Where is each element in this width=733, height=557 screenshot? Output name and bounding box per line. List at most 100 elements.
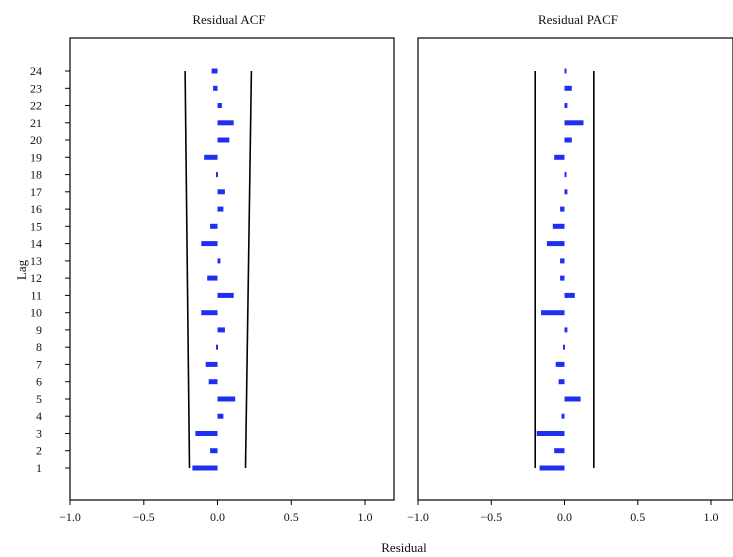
acf-panel: Residual ACF −1.0 −0.5 0.0 0.5 1.0 123456789… <box>30 12 395 524</box>
y-tick-label: 9 <box>36 323 42 337</box>
pacf-bar-lag-23 <box>564 85 572 91</box>
y-tick-label: 24 <box>30 64 42 78</box>
pacf-x-tick-label: 0.5 <box>630 510 645 524</box>
y-tick-label: 7 <box>36 357 42 371</box>
y-tick-label: 15 <box>30 219 42 233</box>
pacf-x-tick-label: −0.5 <box>480 510 502 524</box>
acf-bar-lag-14 <box>201 241 218 247</box>
y-tick-label: 2 <box>36 444 42 458</box>
pacf-bar-lag-17 <box>564 189 568 195</box>
y-tick-label: 23 <box>30 81 42 95</box>
acf-bar-lag-2 <box>210 448 218 454</box>
pacf-bar-lag-7 <box>555 361 565 367</box>
pacf-bar-lag-3 <box>536 431 565 436</box>
pacf-bar-lag-6 <box>558 379 565 385</box>
pacf-bars <box>536 68 584 471</box>
y-tick-label: 12 <box>30 271 42 285</box>
acf-bar-lag-9 <box>217 327 225 333</box>
y-tick-label: 5 <box>36 392 42 406</box>
y-tick-label: 11 <box>30 288 42 302</box>
acf-bar-lag-15 <box>210 223 218 229</box>
pacf-bar-lag-4 <box>561 413 565 419</box>
acf-bar-lag-6 <box>208 379 218 385</box>
acf-bar-lag-16 <box>217 206 224 212</box>
acf-x-ticks: −1.0 −0.5 0.0 0.5 1.0 <box>59 500 373 524</box>
pacf-x-ticks: −1.0 −0.5 0.0 0.5 1.0 <box>407 500 719 524</box>
pacf-bar-lag-24 <box>564 68 567 74</box>
acf-x-tick-label: 1.0 <box>358 510 373 524</box>
pacf-x-tick-label: 1.0 <box>704 510 719 524</box>
acf-x-tick-label: 0.5 <box>284 510 299 524</box>
pacf-bar-lag-12 <box>560 275 565 281</box>
acf-bar-lag-22 <box>217 103 222 108</box>
acf-bar-lag-17 <box>217 189 225 195</box>
x-axis-label: Residual <box>381 540 427 555</box>
acf-confidence-bands <box>184 70 253 469</box>
y-tick-label: 13 <box>30 254 42 268</box>
acf-x-tick-label: −1.0 <box>59 510 81 524</box>
y-tick-label: 3 <box>36 427 42 441</box>
y-tick-label: 18 <box>30 168 42 182</box>
acf-bar-lag-21 <box>217 120 234 126</box>
pacf-bar-lag-16 <box>560 206 565 212</box>
acf-bar-lag-5 <box>217 396 236 402</box>
pacf-x-tick-label: 0.0 <box>557 510 572 524</box>
acf-bar-lag-23 <box>213 85 218 91</box>
y-axis-label: Lag <box>14 259 29 280</box>
pacf-bar-lag-9 <box>564 327 568 333</box>
acf-bar-lag-11 <box>217 292 234 298</box>
y-tick-label: 4 <box>36 409 42 423</box>
pacf-x-tick-label: −1.0 <box>407 510 429 524</box>
y-tick-label: 21 <box>30 116 42 130</box>
pacf-bar-lag-18 <box>564 172 567 178</box>
acf-title: Residual ACF <box>192 12 265 27</box>
pacf-confidence-bands <box>534 71 595 468</box>
pacf-bar-lag-14 <box>546 241 565 247</box>
acf-confidence-upper <box>244 70 253 469</box>
acf-bar-lag-19 <box>204 154 218 160</box>
acf-plot-frame <box>69 37 395 501</box>
acf-bar-lag-24 <box>211 68 218 74</box>
pacf-bar-lag-13 <box>560 258 565 264</box>
y-tick-label: 10 <box>30 306 42 320</box>
acf-confidence-lower <box>184 70 191 469</box>
acf-x-tick-label: −0.5 <box>133 510 155 524</box>
y-tick-label: 17 <box>30 185 42 199</box>
pacf-bar-lag-8 <box>563 344 565 350</box>
acf-bar-lag-12 <box>207 275 218 281</box>
y-tick-label: 1 <box>36 461 42 475</box>
acf-x-tick-label: 0.0 <box>210 510 225 524</box>
y-tick-label: 16 <box>30 202 42 216</box>
pacf-bar-lag-22 <box>564 103 568 108</box>
pacf-bar-lag-10 <box>541 310 565 316</box>
acf-bar-lag-10 <box>201 310 218 316</box>
acf-bar-lag-18 <box>216 172 218 178</box>
pacf-title: Residual PACF <box>538 12 618 27</box>
y-tick-label: 22 <box>30 99 42 113</box>
pacf-bar-lag-15 <box>552 223 565 229</box>
pacf-plot-frame <box>417 37 733 501</box>
acf-bars <box>192 68 236 471</box>
y-tick-label: 20 <box>30 133 42 147</box>
pacf-bar-lag-21 <box>564 120 584 126</box>
pacf-bar-lag-2 <box>554 448 565 454</box>
acf-bar-lag-1 <box>192 465 218 471</box>
pacf-bar-lag-5 <box>564 396 581 402</box>
acf-bar-lag-7 <box>205 361 218 367</box>
y-tick-label: 6 <box>36 375 42 389</box>
acf-bar-lag-3 <box>195 431 218 436</box>
pacf-bar-lag-20 <box>564 137 572 143</box>
pacf-bar-lag-11 <box>564 292 575 298</box>
acf-bar-lag-13 <box>217 258 221 264</box>
pacf-panel: Residual PACF −1.0 −0.5 0.0 0.5 1.0 <box>407 12 733 524</box>
pacf-bar-lag-1 <box>539 465 565 471</box>
acf-bar-lag-8 <box>216 344 218 350</box>
y-tick-label: 8 <box>36 340 42 354</box>
y-tick-label: 14 <box>30 237 42 251</box>
pacf-bar-lag-19 <box>554 154 565 160</box>
y-tick-label: 19 <box>30 150 42 164</box>
acf-bar-lag-4 <box>217 413 224 419</box>
acf-bar-lag-20 <box>217 137 230 143</box>
